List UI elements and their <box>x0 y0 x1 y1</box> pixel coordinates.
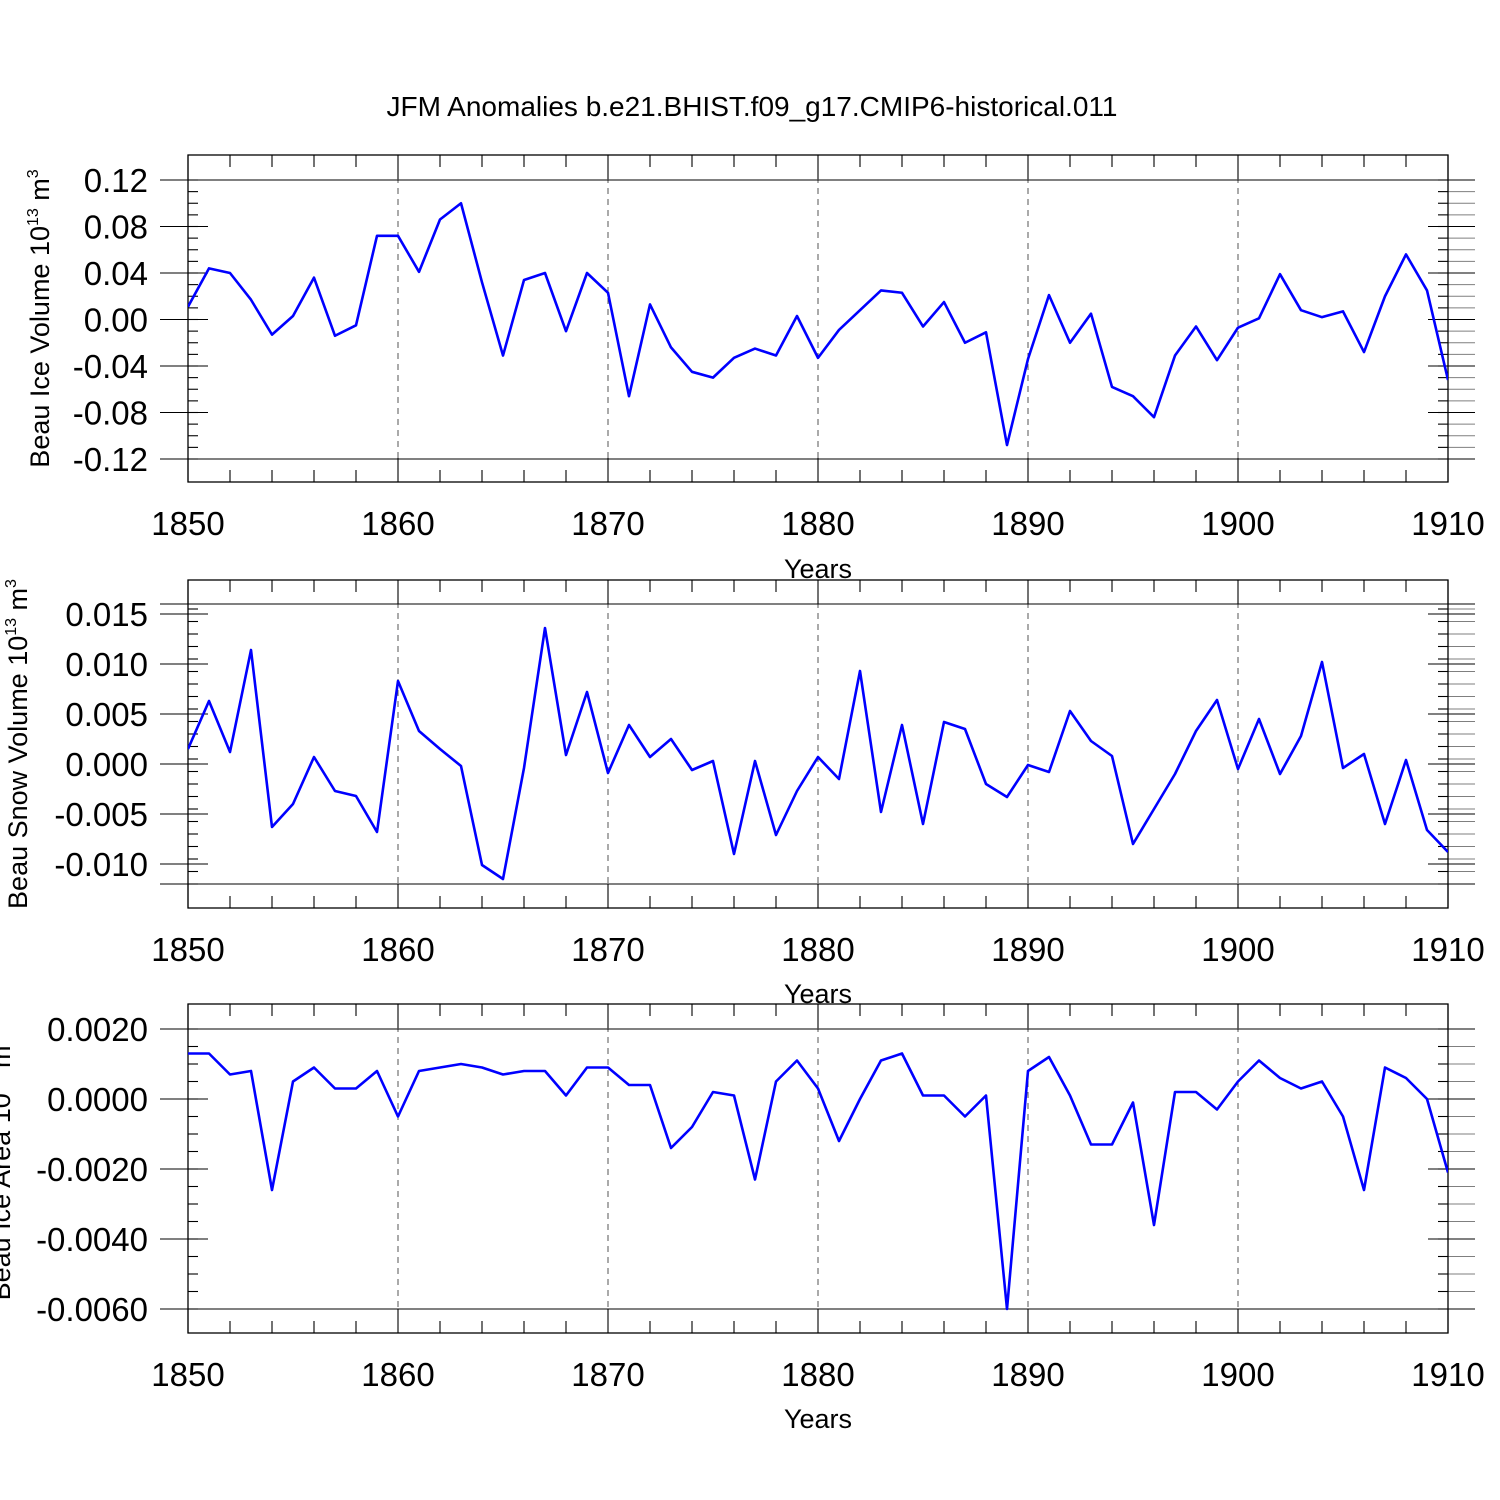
x-tick-label: 1860 <box>361 1356 434 1393</box>
series-line <box>188 1052 1448 1311</box>
y-axis-title: Beau Snow Volume 1013 m3 <box>3 579 33 909</box>
x-tick-label: 1880 <box>781 931 854 968</box>
x-tick-label: 1890 <box>991 1356 1064 1393</box>
y-tick-label: -0.08 <box>73 395 148 432</box>
x-tick-label: 1880 <box>781 505 854 542</box>
y-tick-label: -0.0020 <box>36 1151 148 1188</box>
x-tick-label: 1910 <box>1411 1356 1484 1393</box>
x-tick-label: 1860 <box>361 505 434 542</box>
y-tick-label: -0.0040 <box>36 1221 148 1258</box>
x-tick-label: 1890 <box>991 505 1064 542</box>
y-tick-label: 0.08 <box>84 209 148 246</box>
x-tick-label: 1870 <box>571 931 644 968</box>
y-tick-label: 0.000 <box>65 746 148 783</box>
x-tick-label: 1850 <box>151 505 224 542</box>
x-tick-label: 1900 <box>1201 931 1274 968</box>
y-axis-title: Beau Ice Area 1013 m2 <box>0 1036 16 1300</box>
y-tick-label: 0.005 <box>65 696 148 733</box>
y-tick-label: 0.00 <box>84 302 148 339</box>
y-tick-label: 0.0020 <box>47 1011 148 1048</box>
x-tick-label: 1890 <box>991 931 1064 968</box>
y-tick-label: -0.005 <box>54 796 148 833</box>
y-tick-label: 0.12 <box>84 162 148 199</box>
y-tick-label: 0.015 <box>65 596 148 633</box>
y-tick-label: -0.0060 <box>36 1291 148 1328</box>
x-tick-label: 1850 <box>151 1356 224 1393</box>
x-tick-label: 1850 <box>151 931 224 968</box>
x-axis-title: Years <box>784 554 852 584</box>
x-tick-label: 1910 <box>1411 505 1484 542</box>
y-tick-label: 0.010 <box>65 646 148 683</box>
chart-title: JFM Anomalies b.e21.BHIST.f09_g17.CMIP6-… <box>387 91 1118 122</box>
y-tick-label: -0.010 <box>54 846 148 883</box>
chart-panel-2: 0.015 0.010 0.005 0.000 -0.005 -0.010 1850 1860… <box>3 579 1485 1009</box>
y-axis-title: Beau Ice Volume 1013 m3 <box>25 169 55 467</box>
x-tick-label: 1880 <box>781 1356 854 1393</box>
y-tick-label: -0.04 <box>73 348 148 385</box>
series-line <box>188 626 1448 881</box>
y-tick-label: -0.12 <box>73 441 148 478</box>
x-tick-label: 1870 <box>571 505 644 542</box>
x-axis-title: Years <box>784 1404 852 1434</box>
x-tick-label: 1870 <box>571 1356 644 1393</box>
x-tick-label: 1900 <box>1201 505 1274 542</box>
series-line <box>188 201 1448 447</box>
x-tick-label: 1900 <box>1201 1356 1274 1393</box>
x-tick-label: 1910 <box>1411 931 1484 968</box>
y-tick-label: 0.04 <box>84 255 148 292</box>
x-tick-label: 1860 <box>361 931 434 968</box>
y-tick-label: 0.0000 <box>47 1081 148 1118</box>
